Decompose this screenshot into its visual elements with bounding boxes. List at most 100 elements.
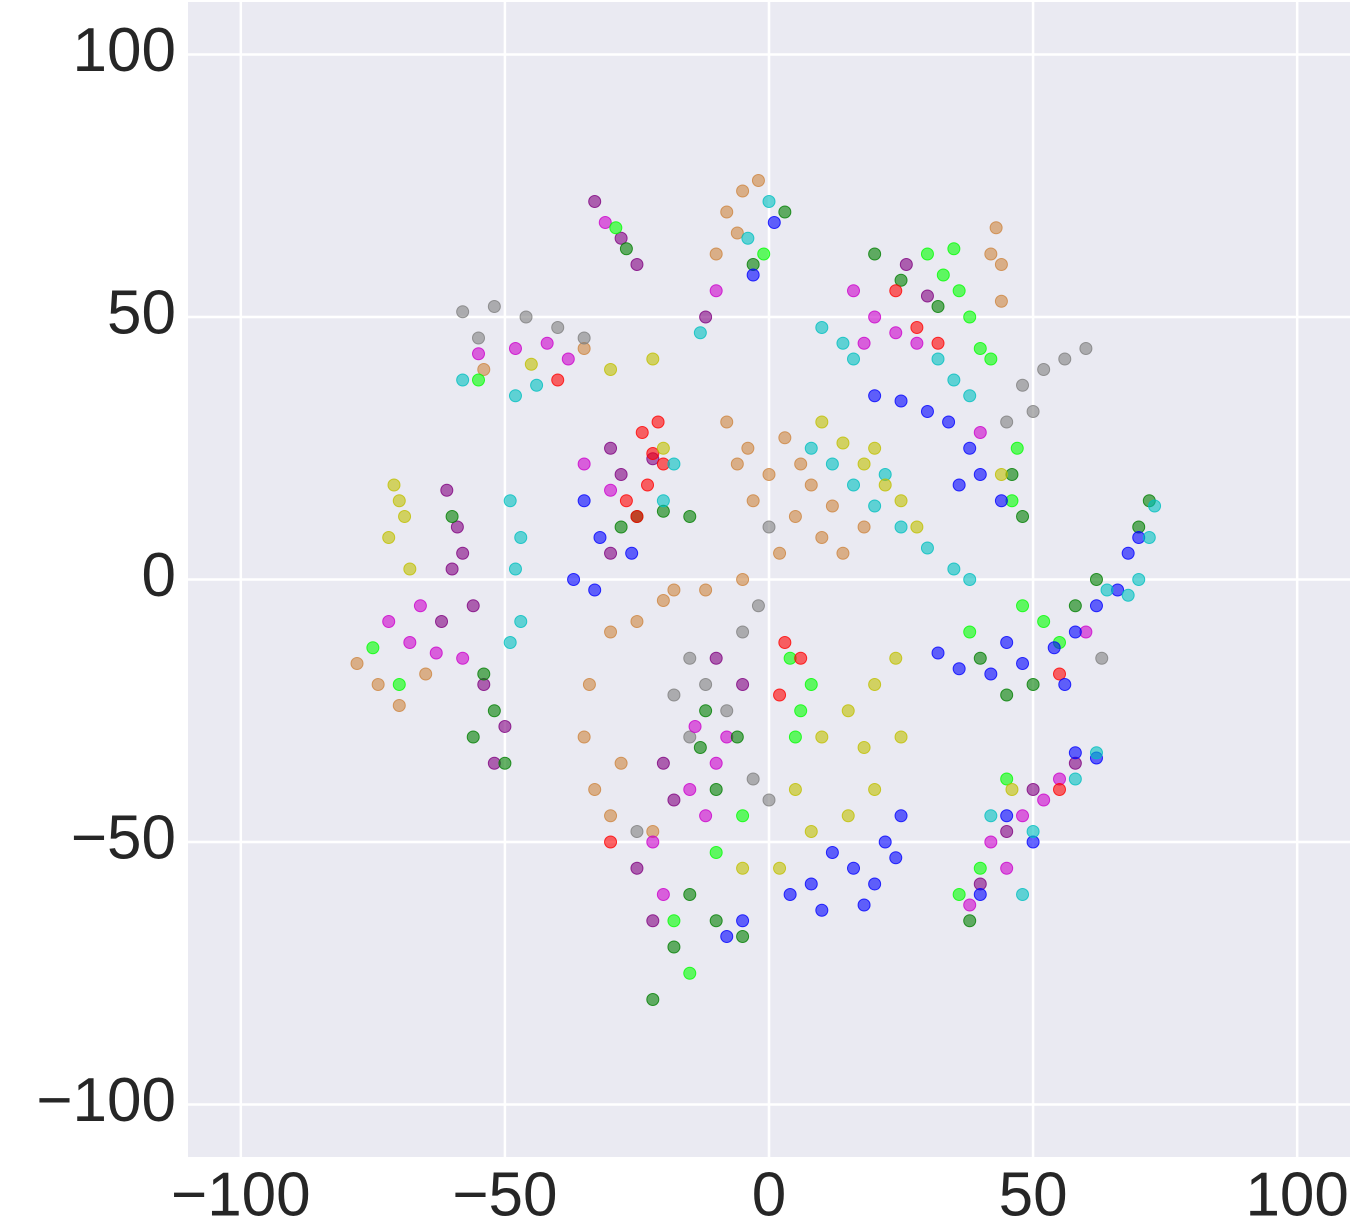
scatter-point bbox=[1089, 746, 1103, 760]
scatter-point bbox=[762, 195, 776, 208]
scatter-point bbox=[736, 809, 750, 823]
scatter-point bbox=[947, 373, 961, 387]
scatter-point bbox=[1016, 378, 1030, 392]
scatter-point bbox=[1000, 688, 1014, 702]
scatter-point bbox=[857, 457, 871, 471]
scatter-point bbox=[656, 441, 670, 455]
scatter-point bbox=[392, 494, 406, 508]
scatter-point bbox=[614, 468, 628, 481]
scatter-point bbox=[963, 310, 977, 324]
scatter-point bbox=[577, 457, 591, 471]
scatter-point bbox=[646, 993, 660, 1006]
scatter-point bbox=[741, 231, 755, 245]
scatter-point bbox=[920, 405, 934, 418]
scatter-point bbox=[398, 510, 412, 523]
scatter-point bbox=[1010, 441, 1024, 455]
scatter-point bbox=[994, 294, 1008, 308]
scatter-point bbox=[868, 310, 882, 324]
scatter-point bbox=[382, 531, 396, 544]
scatter-point bbox=[868, 783, 882, 796]
scatter-point bbox=[736, 625, 750, 639]
scatter-point bbox=[947, 562, 961, 576]
scatter-point bbox=[762, 793, 776, 807]
scatter-point bbox=[709, 756, 723, 770]
scatter-point bbox=[450, 520, 464, 534]
scatter-point bbox=[619, 242, 633, 256]
scatter-point bbox=[889, 851, 903, 865]
scatter-point bbox=[630, 258, 644, 271]
scatter-point bbox=[773, 861, 787, 875]
scatter-point bbox=[1068, 746, 1082, 760]
scatter-point bbox=[440, 483, 454, 497]
scatter-point bbox=[984, 247, 998, 261]
scatter-point bbox=[973, 651, 987, 665]
scatter-point bbox=[646, 447, 660, 460]
scatter-point bbox=[778, 636, 792, 649]
scatter-point bbox=[773, 688, 787, 702]
scatter-point bbox=[984, 352, 998, 366]
scatter-point bbox=[1005, 783, 1019, 796]
scatter-point bbox=[593, 531, 607, 544]
scatter-point bbox=[667, 688, 681, 702]
scatter-point bbox=[773, 546, 787, 560]
scatter-point bbox=[1026, 825, 1040, 838]
scatter-point bbox=[646, 835, 660, 849]
scatter-point bbox=[1016, 809, 1030, 823]
scatter-point bbox=[577, 331, 591, 345]
scatter-point bbox=[1053, 667, 1066, 681]
scatter-point bbox=[920, 247, 934, 261]
scatter-point bbox=[709, 284, 723, 298]
scatter-point bbox=[736, 914, 750, 928]
scatter-point bbox=[604, 546, 618, 560]
scatter-point bbox=[746, 268, 760, 282]
scatter-point bbox=[920, 541, 934, 555]
x-tick-label: −100 bbox=[171, 1160, 311, 1229]
scatter-point bbox=[931, 646, 945, 660]
x-tick-label: 100 bbox=[1245, 1160, 1348, 1229]
scatter-point bbox=[836, 436, 850, 450]
scatter-point bbox=[1058, 352, 1072, 366]
scatter-point bbox=[699, 310, 713, 324]
scatter-point bbox=[847, 861, 861, 875]
scatter-point bbox=[487, 300, 501, 313]
scatter-point bbox=[847, 352, 861, 366]
scatter-point bbox=[530, 378, 544, 392]
scatter-point bbox=[788, 730, 802, 744]
scatter-point bbox=[720, 930, 734, 943]
scatter-point bbox=[619, 494, 633, 508]
scatter-point bbox=[973, 888, 987, 901]
scatter-point bbox=[931, 336, 945, 350]
scatter-point bbox=[762, 468, 776, 481]
scatter-point bbox=[757, 247, 771, 261]
scatter-point bbox=[736, 678, 750, 691]
scatter-point bbox=[540, 336, 554, 350]
scatter-point bbox=[656, 594, 670, 607]
scatter-point bbox=[783, 888, 797, 901]
scatter-point bbox=[952, 284, 966, 298]
scatter-point bbox=[487, 704, 501, 718]
scatter-point bbox=[1016, 888, 1030, 901]
scatter-point bbox=[736, 184, 750, 198]
scatter-point bbox=[683, 510, 697, 523]
scatter-point bbox=[841, 809, 855, 823]
scatter-point bbox=[472, 331, 485, 345]
y-tick-label: 0 bbox=[142, 541, 176, 610]
scatter-point bbox=[788, 783, 802, 796]
scatter-point bbox=[508, 389, 522, 403]
scatter-point bbox=[656, 888, 670, 901]
scatter-point bbox=[1053, 783, 1066, 796]
scatter-point bbox=[1000, 825, 1014, 838]
scatter-point bbox=[973, 426, 987, 439]
scatter-point bbox=[847, 478, 861, 492]
scatter-point bbox=[857, 336, 871, 350]
scatter-point bbox=[889, 651, 903, 665]
scatter-point bbox=[577, 494, 591, 508]
scatter-point bbox=[1079, 342, 1093, 355]
scatter-point bbox=[751, 174, 765, 187]
scatter-point bbox=[746, 772, 760, 786]
scatter-point bbox=[1121, 546, 1135, 560]
scatter-point bbox=[804, 441, 818, 455]
scatter-point bbox=[561, 352, 575, 366]
scatter-point bbox=[392, 699, 406, 712]
scatter-point bbox=[767, 216, 781, 229]
